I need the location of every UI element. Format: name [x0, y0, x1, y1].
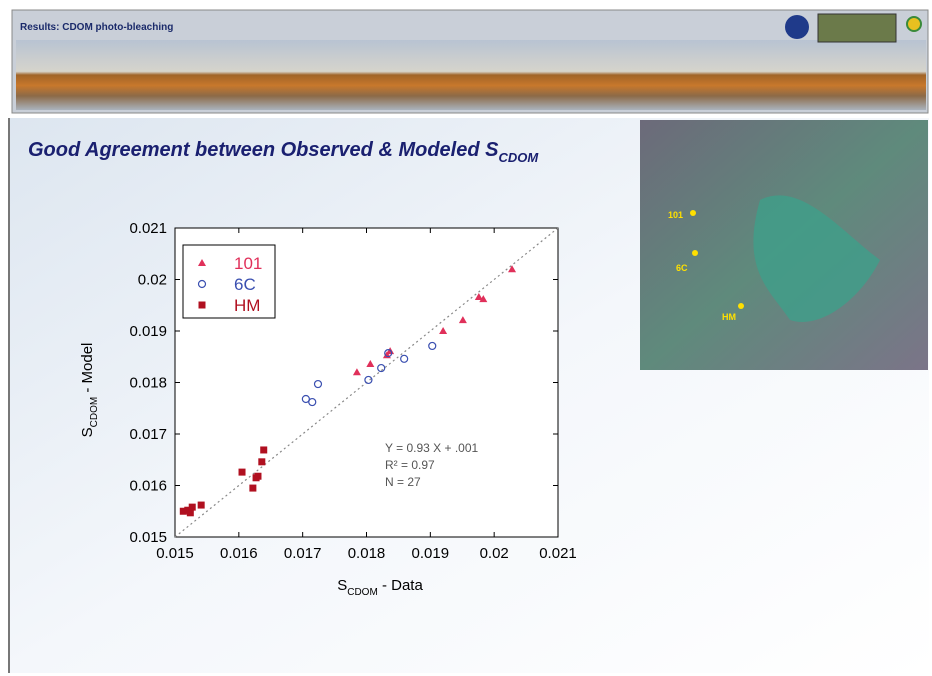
- point: [366, 359, 375, 367]
- header-photo: [16, 40, 926, 110]
- annotation: N = 27: [385, 475, 421, 489]
- x-tick-label: 0.018: [348, 545, 386, 562]
- logo: [785, 15, 809, 39]
- x-tick-label: 0.017: [284, 545, 322, 562]
- y-tick-label: 0.019: [129, 323, 167, 340]
- legend-marker: [197, 279, 207, 289]
- point: [428, 341, 437, 351]
- y-axis-label-text: S: [79, 427, 96, 437]
- y-tick-label: 0.018: [129, 375, 167, 392]
- legend-label: 6C: [234, 275, 256, 294]
- legend-label: 101: [234, 254, 262, 273]
- legend-box: [182, 244, 276, 319]
- point: [301, 394, 310, 404]
- point: [364, 375, 373, 385]
- point: [384, 349, 393, 358]
- point: [308, 397, 317, 407]
- x-axis-label-rest: - Data: [378, 577, 424, 594]
- point: [352, 368, 361, 376]
- point: [179, 507, 187, 515]
- point: [479, 295, 488, 303]
- point: [238, 468, 246, 476]
- map-water: [753, 195, 880, 322]
- map-label: HM: [722, 312, 736, 322]
- x-tick-label: 0.015: [156, 545, 194, 562]
- map-site: [690, 210, 696, 216]
- y-tick-label: 0.017: [129, 426, 167, 443]
- y-axis-label-subscript: CDOM: [89, 397, 100, 428]
- slide-title-text: Good Agreement between Observed & Modele…: [28, 139, 499, 161]
- point: [458, 316, 467, 324]
- y-tick-label: 0.015: [129, 529, 167, 546]
- legend-marker: [198, 301, 206, 309]
- x-tick-label: 0.02: [480, 545, 509, 562]
- x-axis-label: SCDOM - Data: [337, 577, 423, 598]
- y-tick-label: 0.016: [129, 478, 167, 495]
- map-label: 101: [668, 210, 683, 220]
- point: [400, 354, 409, 363]
- x-tick-label: 0.019: [412, 545, 450, 562]
- logo: [817, 13, 897, 43]
- point: [197, 501, 205, 509]
- x-axis-label-subscript: CDOM: [347, 587, 378, 598]
- map-label: 6C: [676, 263, 688, 273]
- legend-label: HM: [234, 296, 260, 315]
- map-site: [738, 303, 744, 309]
- x-axis-label-text: S: [337, 577, 347, 594]
- point: [186, 509, 194, 517]
- point: [260, 446, 268, 454]
- y-axis-label: SCDOM - Model: [79, 343, 100, 438]
- point: [474, 293, 483, 301]
- point: [258, 458, 266, 466]
- point: [377, 363, 386, 373]
- annotation: R² = 0.97: [385, 458, 435, 472]
- point: [188, 503, 196, 511]
- logo: [906, 16, 922, 32]
- legend-marker: [198, 259, 206, 266]
- point: [439, 327, 448, 334]
- slide-title: Good Agreement between Observed & Modele…: [28, 139, 539, 165]
- x-tick-label: 0.016: [220, 545, 258, 562]
- slide-title-subscript: CDOM: [498, 150, 539, 165]
- y-axis-label-rest: - Model: [79, 343, 96, 397]
- point: [254, 472, 262, 480]
- point: [313, 379, 323, 389]
- point: [508, 265, 517, 273]
- y-tick-label: 0.02: [138, 272, 167, 289]
- annotation: Y = 0.93 X + .001: [385, 441, 479, 455]
- header-title: Results: CDOM photo-bleaching: [20, 22, 173, 33]
- y-tick-label: 0.021: [129, 220, 167, 237]
- x-tick-label: 0.021: [539, 545, 577, 562]
- point: [249, 484, 257, 492]
- map-site: [692, 250, 698, 256]
